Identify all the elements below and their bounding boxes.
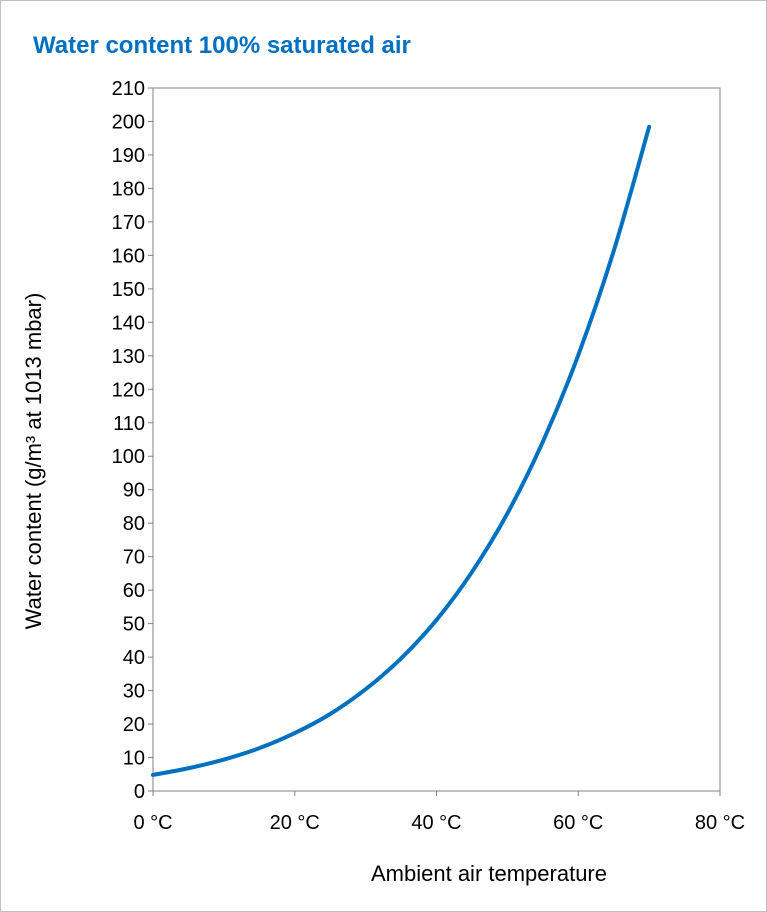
x-tick-label: 20 °C (270, 812, 320, 834)
y-tick-label: 160 (112, 245, 145, 267)
x-tick-label: 60 °C (553, 812, 603, 834)
y-tick-label: 180 (112, 178, 145, 200)
y-axis-label: Water content (g/m³ at 1013 mbar) (21, 293, 46, 630)
y-tick-label: 60 (123, 580, 145, 602)
y-tick-label: 0 (134, 781, 145, 803)
y-tick-label: 30 (123, 681, 145, 703)
y-tick-label: 90 (123, 480, 145, 502)
x-axis-label: Ambient air temperature (371, 861, 607, 886)
series-line (151, 124, 652, 777)
y-tick-label: 80 (123, 513, 145, 535)
y-tick-label: 50 (123, 614, 145, 636)
x-tick-label: 80 °C (695, 812, 745, 834)
y-axis: 0 10 20 30 40 50 60 70 80 90 100 110 120 130 140 150 160… (112, 78, 153, 803)
x-tick-label: 40 °C (411, 812, 461, 834)
y-tick-label: 170 (112, 212, 145, 234)
y-tick-label: 100 (112, 446, 145, 468)
y-tick-label: 110 (113, 413, 145, 435)
y-tick-label: 40 (123, 647, 145, 669)
y-tick-label: 120 (112, 379, 145, 401)
y-tick-label: 140 (112, 312, 145, 334)
y-tick-label: 190 (112, 145, 145, 167)
y-tick-label: 10 (123, 748, 145, 770)
chart-title: Water content 100% saturated air (33, 32, 411, 59)
x-axis: 0 °C 20 °C 40 °C 60 °C 80 °C (133, 791, 745, 834)
y-tick-label: 210 (112, 78, 145, 100)
x-tick-label: 0 °C (133, 812, 172, 834)
plot-area (152, 87, 721, 792)
y-tick-label: 200 (112, 111, 145, 133)
y-tick-label: 150 (112, 279, 145, 301)
series-layer (151, 124, 652, 777)
y-tick-label: 70 (123, 547, 145, 569)
y-tick-label: 130 (112, 346, 145, 368)
y-tick-label: 20 (123, 714, 145, 736)
